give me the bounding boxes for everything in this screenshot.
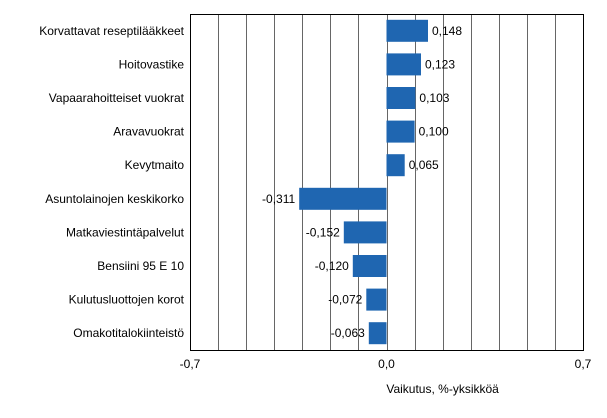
x-tick-label: -0,7 [180,357,201,371]
value-labels: 0,148 0,123 0,103 0,100 0,065 -0,311 -0,152 -0,… [262,24,462,340]
category-label: Asuntolainojen keskikorko [45,192,184,206]
bar [343,221,387,244]
category-label: Aravavuokrat [113,125,184,139]
value-label: 0,065 [409,158,439,172]
bar [368,322,387,345]
value-label: -0,072 [328,293,362,307]
value-label: 0,103 [419,91,449,105]
x-axis-title: Vaikutus, %-yksikköä [386,382,499,396]
category-label: Matkaviestintäpalvelut [66,225,185,239]
gridlines [218,14,556,350]
x-tick-label: 0,7 [575,357,592,371]
bar [386,154,405,177]
value-label: -0,152 [306,225,340,239]
bar [386,53,421,76]
value-label: 0,123 [425,57,455,71]
category-label: Vapaarahoitteiset vuokrat [49,91,185,105]
bar [386,19,428,42]
value-label: 0,148 [432,24,462,38]
bars [299,19,428,345]
x-axis-ticks: -0,7 0,0 0,7 [180,357,592,371]
category-label: Bensiini 95 E 10 [97,259,184,273]
category-label: Korvattavat reseptilääkkeet [39,24,184,38]
category-label: Hoitovastike [119,57,185,71]
category-label: Kevytmaito [125,158,185,172]
category-labels: Korvattavat reseptilääkkeet Hoitovastike V… [39,24,184,340]
value-label: -0,120 [315,259,349,273]
bar [386,120,415,143]
bar [386,87,416,109]
value-label: -0,311 [262,192,295,206]
category-label: Kulutusluottojen korot [69,293,185,307]
bar [352,255,387,277]
bar [299,187,387,210]
plot-area-frame [190,14,584,351]
value-label: 0,100 [419,125,449,139]
x-tick-label: 0,0 [378,357,395,371]
value-label: -0,063 [331,326,365,340]
bar [366,288,387,311]
category-label: Omakotitalokiinteistö [73,326,184,340]
